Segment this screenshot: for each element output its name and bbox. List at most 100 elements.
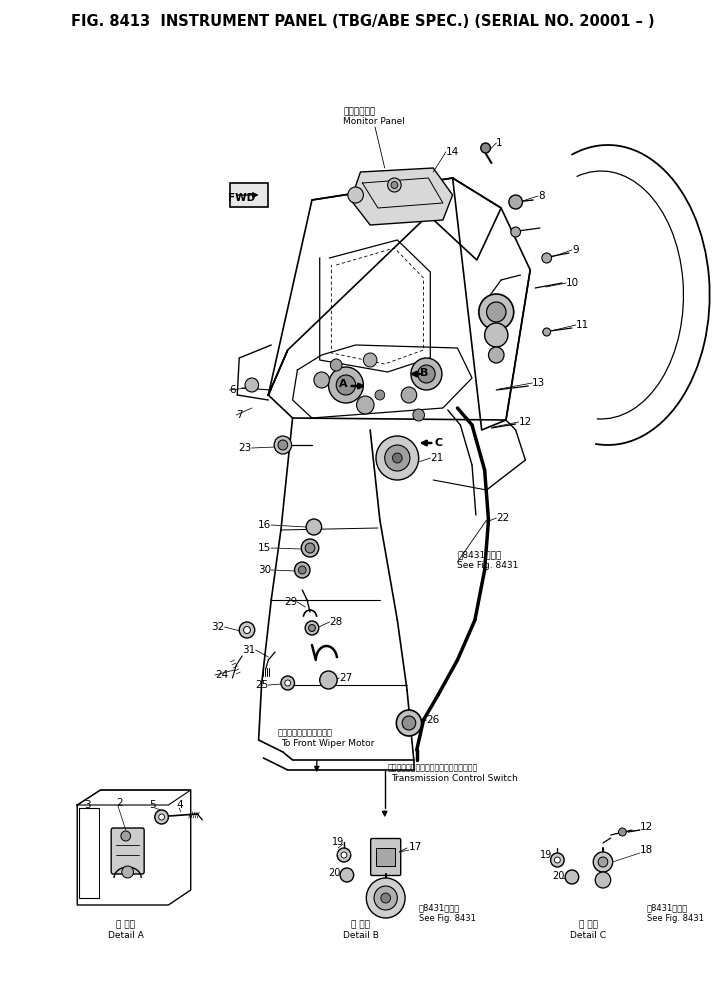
Circle shape bbox=[418, 365, 435, 383]
Text: フロントワイパモータへ: フロントワイパモータへ bbox=[278, 728, 333, 737]
Circle shape bbox=[363, 353, 377, 367]
Text: Detail C: Detail C bbox=[571, 931, 606, 940]
Text: 第8431図参照: 第8431図参照 bbox=[647, 903, 688, 913]
Circle shape bbox=[155, 810, 168, 824]
Circle shape bbox=[481, 143, 490, 153]
Text: トランスミッションコントロールスイッチ: トランスミッションコントロールスイッチ bbox=[388, 764, 478, 773]
Text: 12: 12 bbox=[518, 417, 532, 427]
Circle shape bbox=[302, 539, 319, 557]
Circle shape bbox=[122, 866, 133, 878]
Text: 第8431図参照: 第8431図参照 bbox=[418, 903, 460, 913]
Text: Monitor Panel: Monitor Panel bbox=[343, 118, 405, 126]
Text: 1: 1 bbox=[497, 138, 503, 148]
Text: 7: 7 bbox=[236, 410, 243, 420]
Text: 13: 13 bbox=[532, 378, 545, 388]
Circle shape bbox=[555, 857, 560, 863]
Text: 22: 22 bbox=[497, 513, 510, 523]
Circle shape bbox=[314, 372, 329, 388]
Circle shape bbox=[278, 440, 288, 450]
Text: 25: 25 bbox=[255, 680, 268, 690]
Text: Transmission Control Switch: Transmission Control Switch bbox=[392, 774, 518, 782]
Text: 第8431図参照: 第8431図参照 bbox=[457, 550, 502, 559]
Circle shape bbox=[336, 375, 356, 395]
Circle shape bbox=[239, 622, 254, 638]
Text: 17: 17 bbox=[409, 842, 422, 852]
Circle shape bbox=[385, 445, 410, 471]
Text: 6: 6 bbox=[230, 385, 236, 395]
Text: 21: 21 bbox=[431, 453, 444, 463]
Circle shape bbox=[598, 857, 608, 867]
Circle shape bbox=[328, 367, 363, 403]
Circle shape bbox=[618, 828, 626, 836]
Circle shape bbox=[401, 387, 417, 403]
Circle shape bbox=[159, 814, 165, 820]
Text: 2: 2 bbox=[116, 798, 123, 808]
Circle shape bbox=[331, 359, 342, 371]
Circle shape bbox=[244, 626, 250, 633]
Circle shape bbox=[550, 853, 564, 867]
Text: 5: 5 bbox=[149, 800, 156, 810]
Polygon shape bbox=[351, 168, 452, 225]
Circle shape bbox=[366, 878, 405, 918]
Circle shape bbox=[376, 436, 418, 480]
Text: Ａ 詳細: Ａ 詳細 bbox=[116, 921, 136, 930]
Circle shape bbox=[357, 396, 374, 414]
Text: 14: 14 bbox=[446, 147, 459, 157]
Circle shape bbox=[593, 852, 613, 872]
Circle shape bbox=[388, 178, 401, 192]
Text: Ｃ 詳細: Ｃ 詳細 bbox=[579, 921, 598, 930]
Polygon shape bbox=[230, 183, 268, 207]
Circle shape bbox=[305, 621, 319, 635]
Text: A: A bbox=[339, 379, 347, 389]
Text: 8: 8 bbox=[538, 191, 544, 201]
Circle shape bbox=[245, 378, 259, 392]
Text: Detail B: Detail B bbox=[342, 931, 378, 940]
Text: Ｂ 詳細: Ｂ 詳細 bbox=[351, 921, 370, 930]
Text: 4: 4 bbox=[176, 800, 183, 810]
Circle shape bbox=[486, 302, 506, 322]
Circle shape bbox=[509, 195, 523, 209]
Text: モニタパネル: モニタパネル bbox=[343, 108, 376, 117]
Circle shape bbox=[274, 436, 291, 454]
Circle shape bbox=[340, 868, 354, 882]
Text: 19: 19 bbox=[540, 850, 552, 860]
Circle shape bbox=[305, 543, 315, 553]
Circle shape bbox=[337, 848, 351, 862]
Text: 19: 19 bbox=[332, 837, 344, 847]
Text: 18: 18 bbox=[640, 845, 653, 855]
Text: 12: 12 bbox=[640, 822, 653, 832]
Circle shape bbox=[478, 294, 514, 330]
FancyBboxPatch shape bbox=[111, 828, 144, 874]
Circle shape bbox=[309, 624, 315, 631]
Text: FIG. 8413  INSTRUMENT PANEL (TBG/ABE SPEC.) (SERIAL NO. 20001 – ): FIG. 8413 INSTRUMENT PANEL (TBG/ABE SPEC… bbox=[70, 15, 654, 30]
Text: 31: 31 bbox=[242, 645, 256, 655]
Text: C: C bbox=[434, 438, 442, 448]
Circle shape bbox=[375, 390, 385, 400]
Text: 20: 20 bbox=[552, 871, 565, 881]
Circle shape bbox=[397, 710, 421, 736]
Circle shape bbox=[281, 676, 294, 690]
FancyBboxPatch shape bbox=[370, 839, 401, 875]
Circle shape bbox=[542, 253, 552, 263]
Text: 11: 11 bbox=[576, 320, 589, 330]
Circle shape bbox=[299, 566, 306, 574]
Circle shape bbox=[348, 187, 363, 203]
Circle shape bbox=[411, 358, 442, 390]
Text: FWD: FWD bbox=[228, 193, 256, 203]
Bar bbox=[376, 848, 395, 866]
Circle shape bbox=[341, 852, 347, 858]
Text: 10: 10 bbox=[566, 278, 579, 288]
Text: 26: 26 bbox=[426, 715, 439, 725]
Text: See Fig. 8431: See Fig. 8431 bbox=[647, 914, 703, 923]
Circle shape bbox=[374, 886, 397, 910]
Circle shape bbox=[285, 680, 291, 686]
Circle shape bbox=[489, 347, 504, 363]
Text: 15: 15 bbox=[258, 543, 271, 553]
Circle shape bbox=[391, 182, 398, 189]
Text: 27: 27 bbox=[339, 673, 352, 683]
Text: See Fig. 8431: See Fig. 8431 bbox=[457, 560, 519, 569]
Text: 9: 9 bbox=[572, 245, 579, 255]
Text: 30: 30 bbox=[258, 565, 271, 575]
Text: Detail A: Detail A bbox=[108, 931, 144, 940]
Circle shape bbox=[543, 328, 550, 336]
